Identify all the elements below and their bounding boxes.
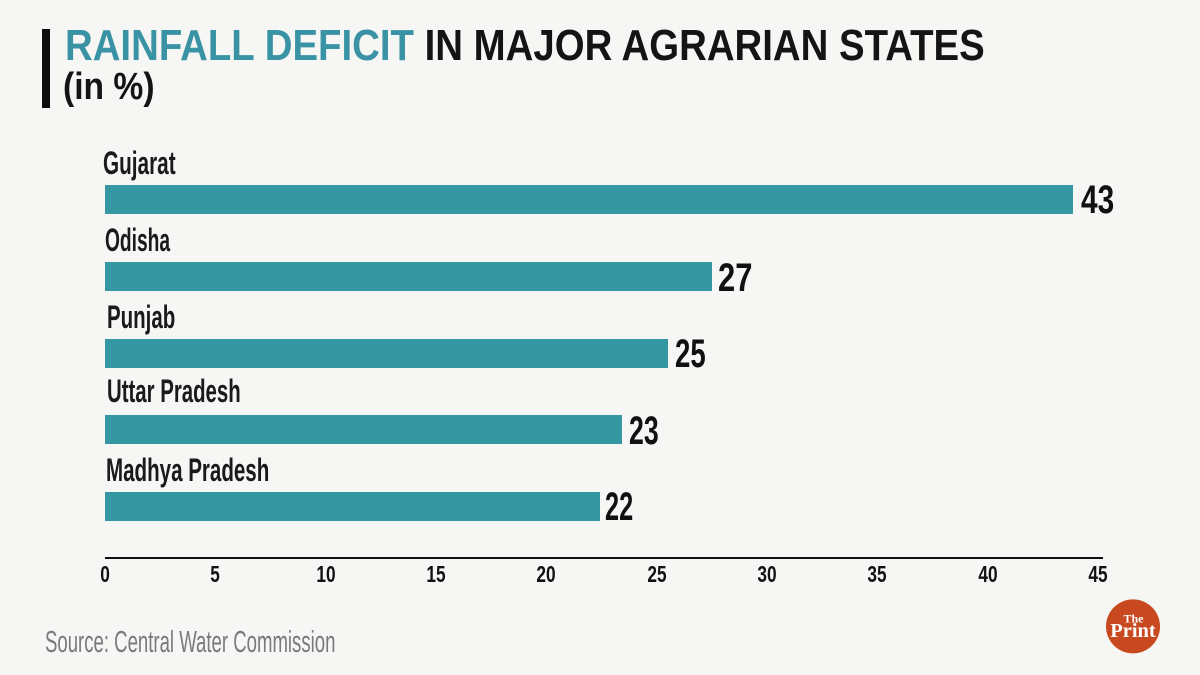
svg-text:The: The [1123, 612, 1144, 626]
svg-text:Print: Print [1110, 620, 1156, 642]
